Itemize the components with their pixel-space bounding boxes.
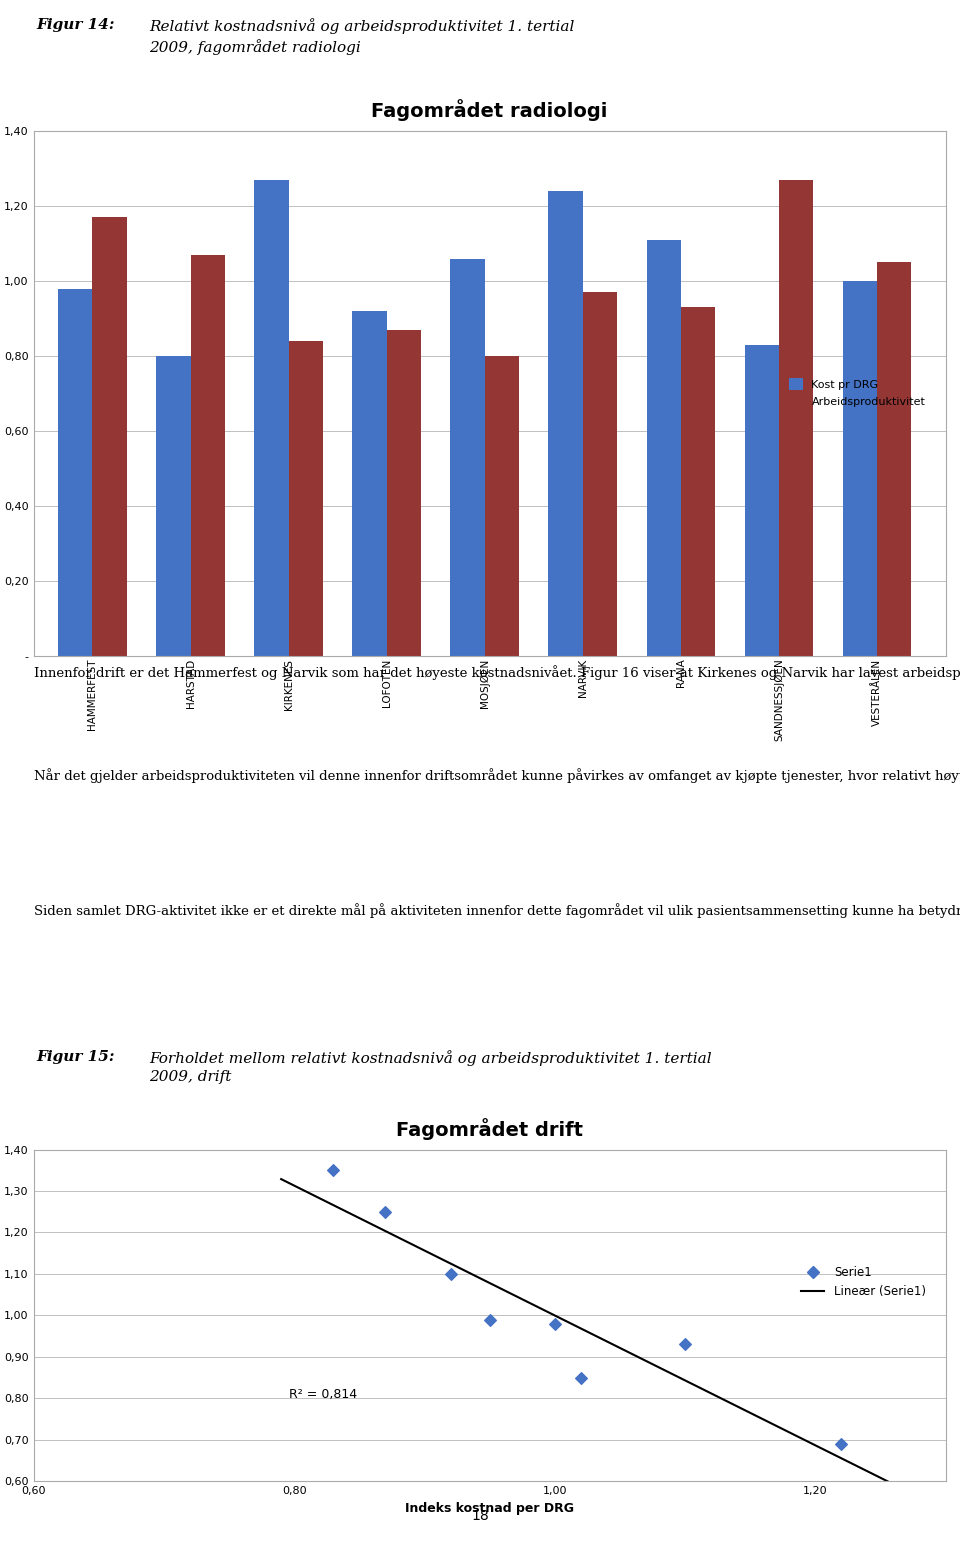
Text: Når det gjelder arbeidsproduktiviteten vil denne innenfor driftsområdet kunne på: Når det gjelder arbeidsproduktiviteten v… bbox=[34, 768, 960, 784]
Bar bbox=[548, 191, 583, 656]
Text: Figur 15:: Figur 15: bbox=[36, 1049, 115, 1063]
Serie1 bbox=[678, 1332, 693, 1356]
Title: Fagområdet radiologi: Fagområdet radiologi bbox=[372, 99, 608, 122]
Serie1 bbox=[443, 1262, 458, 1287]
Lineær (Serie1) bbox=[418, 1241, 429, 1259]
Bar bbox=[681, 307, 715, 656]
Text: Innenfor drift er det Hammerfest og Narvik som har det høyeste kostnadsnivået. F: Innenfor drift er det Hammerfest og Narv… bbox=[34, 665, 960, 680]
Bar bbox=[289, 341, 323, 656]
Text: Relativt kostnadsnivå og arbeidsproduktivitet 1. tertial
2009, fagområdet radiol: Relativt kostnadsnivå og arbeidsprodukti… bbox=[149, 19, 574, 56]
Serie1 bbox=[377, 1199, 393, 1224]
Legend: Kost pr DRG, Arbeidsproduktivitet: Kost pr DRG, Arbeidsproduktivitet bbox=[783, 373, 931, 412]
Bar bbox=[254, 181, 289, 656]
Serie1 bbox=[833, 1432, 849, 1457]
Line: Lineær (Serie1): Lineær (Serie1) bbox=[281, 1179, 894, 1484]
Text: Siden samlet DRG-aktivitet ikke er et direkte mål på aktiviteten innenfor dette : Siden samlet DRG-aktivitet ikke er et di… bbox=[34, 903, 960, 918]
Text: Figur 14:: Figur 14: bbox=[36, 19, 115, 32]
Lineær (Serie1) bbox=[838, 1450, 850, 1469]
X-axis label: Indeks kostnad per DRG: Indeks kostnad per DRG bbox=[405, 1501, 574, 1515]
Bar bbox=[450, 259, 485, 656]
Title: Fagområdet drift: Fagområdet drift bbox=[396, 1117, 583, 1140]
Bar bbox=[92, 218, 127, 656]
Lineær (Serie1) bbox=[393, 1228, 404, 1247]
Bar bbox=[745, 344, 779, 656]
Serie1 bbox=[547, 1312, 563, 1336]
Lineær (Serie1) bbox=[888, 1475, 900, 1494]
Legend: Serie1, Lineær (Serie1): Serie1, Lineær (Serie1) bbox=[796, 1262, 930, 1302]
Text: Forholdet mellom relativt kostnadsnivå og arbeidsproduktivitet 1. tertial
2009, : Forholdet mellom relativt kostnadsnivå o… bbox=[149, 1049, 711, 1085]
Bar bbox=[843, 281, 876, 656]
Serie1 bbox=[573, 1366, 588, 1390]
Bar bbox=[646, 239, 681, 656]
Bar bbox=[156, 356, 190, 656]
Serie1 bbox=[325, 1157, 341, 1182]
Lineær (Serie1) bbox=[276, 1170, 287, 1188]
Bar bbox=[387, 330, 420, 656]
Text: R² = 0,814: R² = 0,814 bbox=[289, 1389, 357, 1401]
Bar bbox=[876, 262, 911, 656]
Bar bbox=[352, 312, 387, 656]
Bar bbox=[583, 292, 617, 656]
Lineær (Serie1) bbox=[856, 1460, 868, 1478]
Serie1 bbox=[482, 1307, 497, 1332]
Bar bbox=[485, 356, 519, 656]
Bar bbox=[190, 255, 225, 656]
Bar bbox=[59, 289, 92, 656]
Lineær (Serie1) bbox=[590, 1327, 602, 1345]
Lineær (Serie1) bbox=[640, 1352, 652, 1370]
Text: 18: 18 bbox=[471, 1509, 489, 1523]
Bar bbox=[779, 181, 813, 656]
